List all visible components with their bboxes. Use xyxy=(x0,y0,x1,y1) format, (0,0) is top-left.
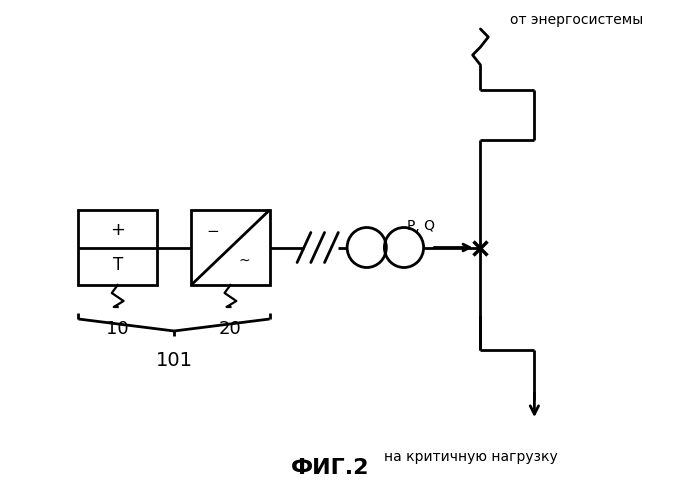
Text: ФИГ.2: ФИГ.2 xyxy=(291,458,370,478)
Text: −: − xyxy=(207,224,219,238)
Text: от энергосистемы: от энергосистемы xyxy=(510,13,643,27)
Bar xyxy=(191,210,269,285)
Text: +: + xyxy=(110,221,125,240)
Text: T: T xyxy=(113,256,123,274)
Text: на критичную нагрузку: на критичную нагрузку xyxy=(384,450,558,464)
Text: ~: ~ xyxy=(239,254,250,268)
Text: 101: 101 xyxy=(155,351,192,370)
Text: P, Q: P, Q xyxy=(407,218,435,232)
Bar xyxy=(78,210,157,285)
Text: 10: 10 xyxy=(107,320,129,338)
Text: 20: 20 xyxy=(219,320,242,338)
